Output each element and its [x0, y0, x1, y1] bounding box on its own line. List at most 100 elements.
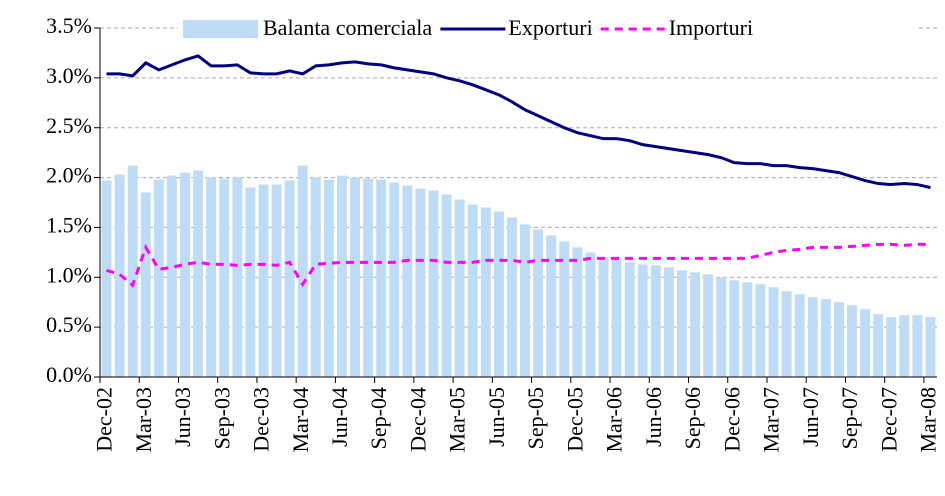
bar: [441, 194, 452, 377]
x-tick-label: Dec-02: [92, 387, 117, 452]
bar: [520, 224, 531, 377]
legend-label: Importuri: [669, 15, 753, 40]
x-tick-label: Dec-03: [249, 387, 274, 452]
bar: [193, 170, 204, 377]
bar: [598, 257, 609, 377]
bar: [742, 282, 753, 377]
bar: [376, 179, 387, 377]
bar: [297, 165, 308, 377]
bar: [284, 180, 295, 377]
bar: [258, 184, 269, 377]
bar: [219, 178, 230, 377]
x-tick-label: Mar-05: [445, 387, 470, 453]
bar: [206, 177, 217, 377]
x-tick-label: Mar-04: [288, 387, 313, 453]
bar: [912, 315, 923, 377]
bar: [166, 175, 177, 377]
bar: [402, 185, 413, 377]
bar: [677, 270, 687, 377]
x-tick-label: Dec-07: [876, 387, 901, 452]
bar: [559, 241, 570, 377]
bar: [323, 179, 334, 377]
y-tick-label: 3.5%: [46, 13, 92, 38]
bar: [428, 190, 439, 377]
bar: [454, 199, 465, 377]
y-tick-label: 1.0%: [46, 262, 92, 287]
legend-bg: [178, 14, 918, 46]
bar: [310, 177, 321, 377]
x-tick-label: Mar-07: [759, 387, 784, 453]
bar: [807, 297, 818, 377]
bar: [663, 267, 674, 377]
line-series: [106, 242, 931, 288]
y-tick-label: 2.5%: [46, 113, 92, 138]
bar: [415, 188, 426, 377]
x-tick-label: Jun-03: [170, 387, 195, 447]
bar: [572, 247, 583, 377]
bar: [480, 207, 491, 377]
bar: [873, 314, 884, 377]
legend-swatch: [183, 20, 258, 38]
x-tick-label: Jun-05: [484, 387, 509, 447]
x-tick-label: Jun-04: [327, 387, 352, 447]
x-tick-label: Sep-06: [680, 387, 705, 449]
bar: [363, 178, 374, 377]
x-tick-label: Sep-03: [209, 387, 234, 449]
bar: [140, 192, 151, 377]
x-tick-label: Dec-04: [405, 387, 430, 452]
y-tick-label: 2.0%: [46, 163, 92, 188]
bar: [690, 272, 701, 377]
y-tick-label: 1.5%: [46, 212, 92, 237]
x-tick-label: Jun-06: [641, 387, 666, 447]
bar: [533, 229, 544, 377]
x-tick-label: Jun-07: [798, 387, 823, 447]
bar: [467, 204, 478, 377]
bar: [703, 274, 714, 377]
bar: [781, 291, 792, 377]
bar: [389, 182, 400, 377]
bar: [624, 262, 635, 377]
y-tick-label: 3.0%: [46, 63, 92, 88]
bar: [585, 252, 596, 377]
bar: [546, 235, 557, 377]
bar: [506, 217, 517, 377]
x-tick-label: Sep-04: [366, 387, 391, 449]
bar: [899, 315, 910, 377]
bar: [847, 305, 857, 377]
bar: [860, 309, 871, 377]
x-tick-label: Mar-03: [131, 387, 156, 453]
bar: [127, 165, 138, 377]
x-tick-label: Dec-06: [719, 387, 744, 452]
line-series: [106, 54, 931, 190]
bar: [729, 280, 740, 377]
legend-label: Exporturi: [508, 15, 592, 40]
x-tick-label: Sep-05: [523, 387, 548, 449]
x-tick-label: Dec-05: [562, 387, 587, 452]
bar: [820, 299, 831, 377]
x-tick-label: Mar-06: [602, 387, 627, 453]
bar: [886, 317, 897, 377]
bar: [637, 264, 648, 377]
bar: [271, 184, 282, 377]
bar: [336, 175, 347, 377]
bar: [493, 211, 504, 377]
bar: [755, 284, 766, 377]
bar: [180, 172, 190, 377]
bar: [232, 177, 243, 377]
y-tick-label: 0.5%: [46, 312, 92, 337]
bar: [833, 302, 844, 377]
bar: [650, 265, 661, 377]
bar: [794, 294, 805, 377]
legend-label: Balanta comerciala: [263, 15, 432, 40]
y-tick-label: 0.0%: [46, 362, 92, 387]
bar: [611, 259, 622, 377]
bar: [716, 277, 727, 377]
bar: [925, 317, 936, 377]
bar: [245, 187, 256, 377]
legend: Balanta comerciala Exporturi Importuri: [178, 14, 918, 46]
x-tick-label: Sep-07: [837, 387, 862, 449]
bar: [101, 180, 112, 377]
bar: [768, 287, 779, 377]
x-tick-label: Mar-08: [916, 387, 941, 453]
